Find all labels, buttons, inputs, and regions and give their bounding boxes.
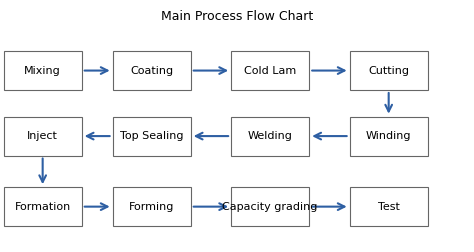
Text: Capacity grading: Capacity grading (222, 202, 318, 212)
FancyBboxPatch shape (349, 187, 428, 226)
FancyBboxPatch shape (349, 51, 428, 90)
FancyBboxPatch shape (349, 116, 428, 155)
Text: Forming: Forming (129, 202, 174, 212)
Text: Winding: Winding (366, 131, 411, 141)
FancyBboxPatch shape (3, 187, 82, 226)
FancyBboxPatch shape (3, 51, 82, 90)
Text: Cutting: Cutting (368, 66, 409, 76)
FancyBboxPatch shape (3, 116, 82, 155)
Text: Cold Lam: Cold Lam (244, 66, 296, 76)
Text: Coating: Coating (130, 66, 173, 76)
Text: Test: Test (378, 202, 400, 212)
FancyBboxPatch shape (231, 116, 309, 155)
Text: Formation: Formation (15, 202, 71, 212)
FancyBboxPatch shape (112, 116, 191, 155)
Text: Top Sealing: Top Sealing (120, 131, 183, 141)
FancyBboxPatch shape (231, 187, 309, 226)
FancyBboxPatch shape (112, 187, 191, 226)
Text: Inject: Inject (27, 131, 58, 141)
Text: Main Process Flow Chart: Main Process Flow Chart (161, 10, 313, 23)
Text: Welding: Welding (248, 131, 292, 141)
FancyBboxPatch shape (112, 51, 191, 90)
FancyBboxPatch shape (231, 51, 309, 90)
Text: Mixing: Mixing (24, 66, 61, 76)
